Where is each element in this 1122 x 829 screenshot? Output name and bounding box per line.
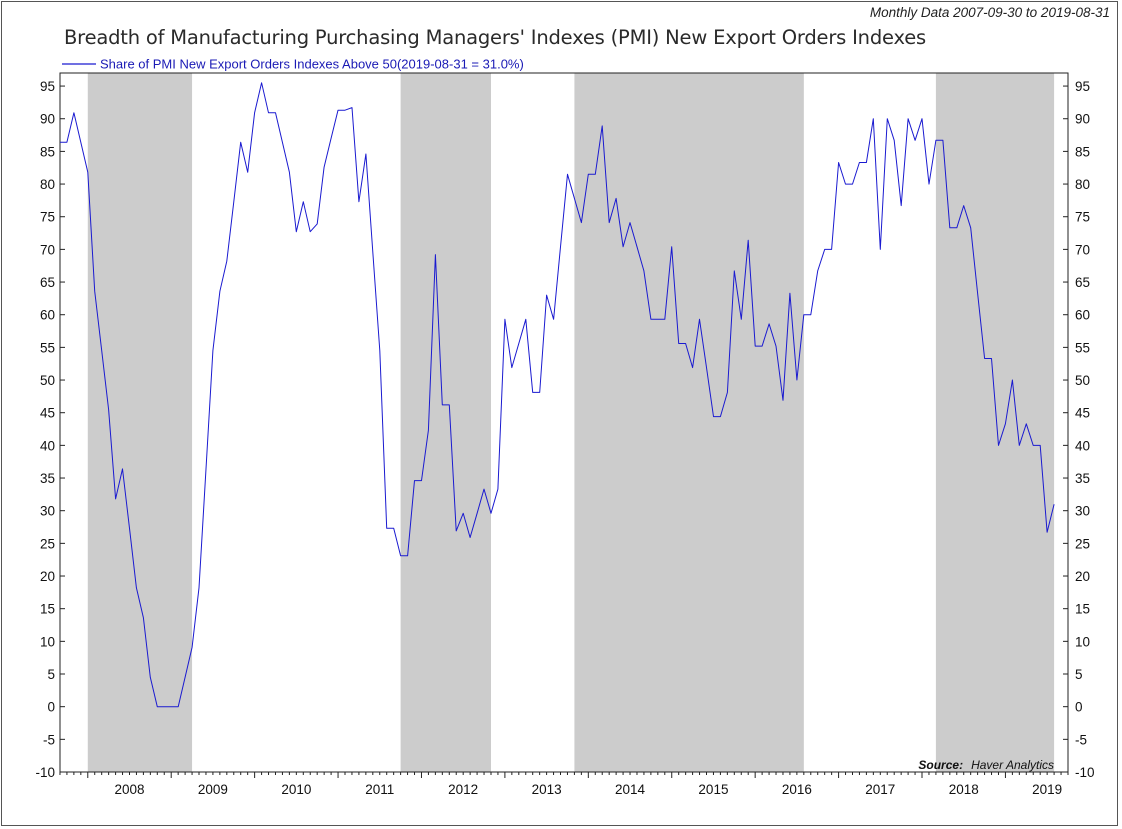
legend-label: Share of PMI New Export Orders Indexes A… <box>100 57 524 72</box>
y-tick-label-left: 25 <box>40 536 55 551</box>
x-tick-label-2016: 2016 <box>782 782 812 797</box>
y-tick-label-right: 15 <box>1075 602 1090 617</box>
y-tick-label-right: -5 <box>1075 732 1087 747</box>
y-tick-label-left: 65 <box>40 275 55 290</box>
y-tick-label-left: 30 <box>40 504 55 519</box>
y-tick-label-right: 10 <box>1075 634 1090 649</box>
y-tick-label-right: 5 <box>1075 667 1083 682</box>
shaded-period-3 <box>574 73 804 772</box>
shaded-period-4 <box>935 73 1055 772</box>
y-tick-label-left: 45 <box>40 406 55 421</box>
y-tick-label-right: 90 <box>1075 112 1090 127</box>
y-tick-label-right: 65 <box>1075 275 1090 290</box>
y-tick-label-right: 70 <box>1075 242 1090 257</box>
y-tick-label-left: 80 <box>40 177 55 192</box>
x-tick-label-2009: 2009 <box>198 782 228 797</box>
y-tick-label-right: 0 <box>1075 700 1083 715</box>
chart-title: Breadth of Manufacturing Purchasing Mana… <box>64 26 926 49</box>
y-tick-label-left: 55 <box>40 340 55 355</box>
y-tick-label-right: 45 <box>1075 406 1090 421</box>
x-tick-label-2015: 2015 <box>698 782 728 797</box>
shaded-period-1 <box>87 73 193 772</box>
y-tick-label-right: 60 <box>1075 308 1090 323</box>
y-tick-label-right: 80 <box>1075 177 1090 192</box>
plot-area-border <box>59 72 1069 773</box>
y-tick-label-left: -10 <box>35 765 55 780</box>
y-tick-label-right: 95 <box>1075 79 1090 94</box>
x-tick-label-2014: 2014 <box>615 782 646 797</box>
series-line <box>60 82 1055 708</box>
y-tick-label-left: 20 <box>40 569 55 584</box>
shaded-period-2 <box>400 73 491 772</box>
y-tick-label-left: 60 <box>40 308 55 323</box>
y-tick-label-right: 75 <box>1075 210 1090 225</box>
y-tick-label-left: 50 <box>40 373 55 388</box>
x-tick-label-2017: 2017 <box>865 782 895 797</box>
x-tick-label-2012: 2012 <box>448 782 478 797</box>
x-tick-label-2008: 2008 <box>114 782 144 797</box>
source-value: Haver Analytics <box>971 758 1054 772</box>
x-tick-label-2018: 2018 <box>949 782 979 797</box>
y-tick-label-left: 10 <box>40 634 55 649</box>
y-tick-label-left: 40 <box>40 438 55 453</box>
x-tick-label-2019: 2019 <box>1032 782 1062 797</box>
x-tick-label-2010: 2010 <box>281 782 311 797</box>
y-tick-label-left: 95 <box>40 79 55 94</box>
y-tick-label-right: 55 <box>1075 340 1090 355</box>
y-tick-label-left: 70 <box>40 242 55 257</box>
source-note: Source: Haver Analytics <box>918 758 1054 772</box>
y-tick-label-left: 85 <box>40 144 55 159</box>
source-label: Source: <box>918 758 963 772</box>
y-tick-label-right: 25 <box>1075 536 1090 551</box>
y-tick-label-left: -5 <box>43 732 55 747</box>
y-tick-label-right: 40 <box>1075 438 1090 453</box>
y-tick-label-right: -10 <box>1075 765 1095 780</box>
x-tick-label-2013: 2013 <box>532 782 562 797</box>
y-tick-label-left: 5 <box>47 667 55 682</box>
y-tick-label-right: 85 <box>1075 144 1090 159</box>
y-tick-label-right: 35 <box>1075 471 1090 486</box>
x-tick-label-2011: 2011 <box>365 782 394 797</box>
y-tick-label-right: 30 <box>1075 504 1090 519</box>
y-tick-label-left: 75 <box>40 210 55 225</box>
y-tick-label-left: 0 <box>47 700 55 715</box>
y-tick-label-left: 90 <box>40 112 55 127</box>
y-tick-label-right: 50 <box>1075 373 1090 388</box>
date-range-subtitle: Monthly Data 2007-09-30 to 2019-08-31 <box>869 5 1110 20</box>
y-tick-label-left: 15 <box>40 602 55 617</box>
legend: Share of PMI New Export Orders Indexes A… <box>62 57 524 72</box>
y-tick-label-left: 35 <box>40 471 55 486</box>
y-tick-label-right: 20 <box>1075 569 1090 584</box>
